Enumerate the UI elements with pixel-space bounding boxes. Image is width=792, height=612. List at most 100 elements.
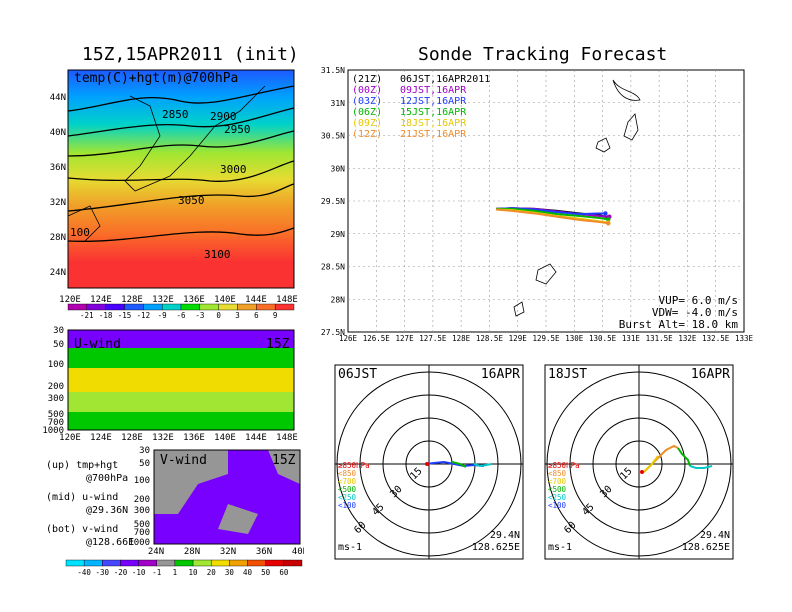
track-series <box>496 207 612 226</box>
uwind-p-tick: 500 <box>48 410 64 420</box>
tracking-lon-tick: 126.5E <box>363 334 391 343</box>
contour-line <box>67 85 295 112</box>
vwind-p-tick: 100 <box>134 476 150 486</box>
wind-colorbar-label: -30 <box>96 568 110 577</box>
polar-left-date: 16APR <box>481 367 520 382</box>
tracking-lat-tick: 30.5N <box>321 132 345 141</box>
tracking-lon-tick: 128.5E <box>476 334 504 343</box>
uwind-p-tick: 300 <box>48 394 64 404</box>
polar-legend-entry: <500 <box>548 485 567 494</box>
legend-up: (up) tmp+hgt <box>46 460 119 471</box>
tracking-lon-tick: 129E <box>509 334 528 343</box>
contour-label: 3050 <box>178 194 205 207</box>
map-lat-tick: 40N <box>50 128 66 138</box>
tracking-lon-tick: 130E <box>565 334 584 343</box>
tracking-chart: (21Z) 06JST,16APR2011 (00Z) 09JST,16APR (03Z… <box>321 66 754 343</box>
colorbar-swatch <box>256 303 276 311</box>
legend-code: (12Z) <box>352 129 382 140</box>
burst-text: Burst Alt= 18.0 km <box>619 318 739 331</box>
polar-legend-entry: <250 <box>548 493 567 502</box>
contour-line <box>67 107 295 137</box>
tracking-lon-tick: 132.5E <box>702 334 730 343</box>
coastline <box>124 85 266 192</box>
uwind-lon-axis: 120E 124E 128E 132E 136E 140E 144E 148E <box>59 433 298 442</box>
contour-label: 2950 <box>224 123 251 136</box>
map-lon-tick: 124E <box>90 295 112 305</box>
uwind-p-tick: 50 <box>53 340 64 350</box>
map-lon-tick: 136E <box>183 295 205 305</box>
tracking-lat-tick: 29N <box>331 230 346 239</box>
wind-colorbar-swatch <box>120 559 139 567</box>
legend-bot: (bot) v-wind <box>46 524 119 535</box>
vdw-text: VDW= -4.0 m/s <box>652 306 738 319</box>
polar-legend-entry: <250 <box>338 493 357 502</box>
legend-bot-level: @128.66E <box>86 537 135 548</box>
legend-time: 12JST,16APR <box>400 96 467 107</box>
legend-code: (09Z) <box>352 118 382 129</box>
colorbar-label: 3 <box>235 311 240 320</box>
svg-text:temp(C)+hgt(m)@700hPa: temp(C)+hgt(m)@700hPa <box>74 71 238 86</box>
temperature-colorbar: -21 -18 -15 -12 -9 -6 -3 0 3 6 9 <box>67 303 295 320</box>
colorbar-swatch <box>199 303 219 311</box>
wind-colorbar-swatch <box>65 559 85 567</box>
polar-rings <box>545 365 733 559</box>
colorbar-swatch <box>237 303 257 311</box>
colorbar-label: -15 <box>118 311 132 320</box>
map-lat-tick: 44N <box>50 93 66 103</box>
polar-legend-entry: <700 <box>338 477 357 486</box>
polar-right-unit: ms-1 <box>548 542 572 553</box>
uwind-p-tick: 1000 <box>42 426 64 436</box>
uwind-band <box>68 368 294 392</box>
vwind-p-tick: 30 <box>139 446 150 456</box>
map-lon-tick: 148E <box>276 295 298 305</box>
uwind-time: 15Z <box>266 337 290 352</box>
map-lat-tick: 28N <box>50 233 66 243</box>
polar-plot-left: 06JST 16APR 29.4N 128.625E ms-1 15 30 45… <box>334 364 524 560</box>
tracking-lat-axis: 31.5N 31N 30.5N 30N 29.5N 29N 28.5N 28N 27.5N <box>321 66 345 337</box>
polar-left-lat: 29.4N <box>490 530 520 541</box>
legend-time: 15JST,16APR <box>400 107 467 118</box>
legend-code: (21Z) <box>352 74 382 85</box>
colorbar-swatch <box>86 303 106 311</box>
legend-mid-level: @29.36N <box>86 505 129 516</box>
polar-left-unit: ms-1 <box>338 542 362 553</box>
uwind-lon-tick: 140E <box>214 433 236 442</box>
tracking-grid <box>348 70 744 332</box>
tracking-lon-tick: 131E <box>622 334 641 343</box>
polar-left-lon: 128.625E <box>472 542 520 553</box>
map-lat-tick: 24N <box>50 268 66 278</box>
wind-colorbar: -40 -30 -20 -10 -1 1 10 20 30 40 50 60 <box>65 559 303 577</box>
tracking-lat-tick: 28N <box>331 295 346 304</box>
legend-code: (00Z) <box>352 85 382 96</box>
map-lat-tick: 32N <box>50 198 66 208</box>
uwind-lon-tick: 136E <box>183 433 205 442</box>
tracking-lat-tick: 28.5N <box>321 263 345 272</box>
colorbar-swatch <box>218 303 238 311</box>
tracking-lon-tick: 129.5E <box>532 334 560 343</box>
map-lon-tick: 128E <box>121 295 143 305</box>
uwind-p-tick: 700 <box>48 418 64 428</box>
uwind-lon-tick: 128E <box>121 433 143 442</box>
track-end-point <box>606 221 611 226</box>
vwind-lat-axis: 24N 28N 32N 36N 40N <box>148 547 304 556</box>
vwind-area <box>154 450 228 514</box>
contour-label: 2850 <box>162 108 189 121</box>
legend-mid: (mid) u-wind <box>46 492 119 503</box>
uwind-p-tick: 30 <box>53 326 64 336</box>
legend-time: 09JST,16APR <box>400 85 467 96</box>
uwind-p-tick: 100 <box>48 360 64 370</box>
wind-colorbar-swatch <box>229 559 248 567</box>
vwind-lat-tick: 32N <box>220 547 236 556</box>
wind-colorbar-label: -40 <box>77 568 91 577</box>
legend-code: (06Z) <box>352 107 382 118</box>
polar-right-date: 16APR <box>691 367 730 382</box>
contour-label: 2900 <box>210 110 237 123</box>
wind-colorbar-swatch <box>211 559 230 567</box>
track-line <box>496 208 609 225</box>
wind-colorbar-label: 20 <box>207 568 217 577</box>
colorbar-label: -12 <box>137 311 151 320</box>
